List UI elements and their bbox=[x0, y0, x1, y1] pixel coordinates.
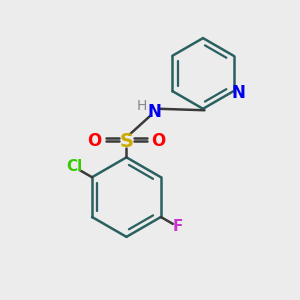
Text: O: O bbox=[88, 132, 102, 150]
Text: N: N bbox=[232, 84, 246, 102]
Text: Cl: Cl bbox=[66, 159, 82, 174]
Text: N: N bbox=[148, 103, 161, 121]
Text: O: O bbox=[151, 132, 165, 150]
Text: S: S bbox=[119, 132, 134, 151]
Text: F: F bbox=[172, 219, 183, 234]
Text: H: H bbox=[137, 99, 147, 113]
